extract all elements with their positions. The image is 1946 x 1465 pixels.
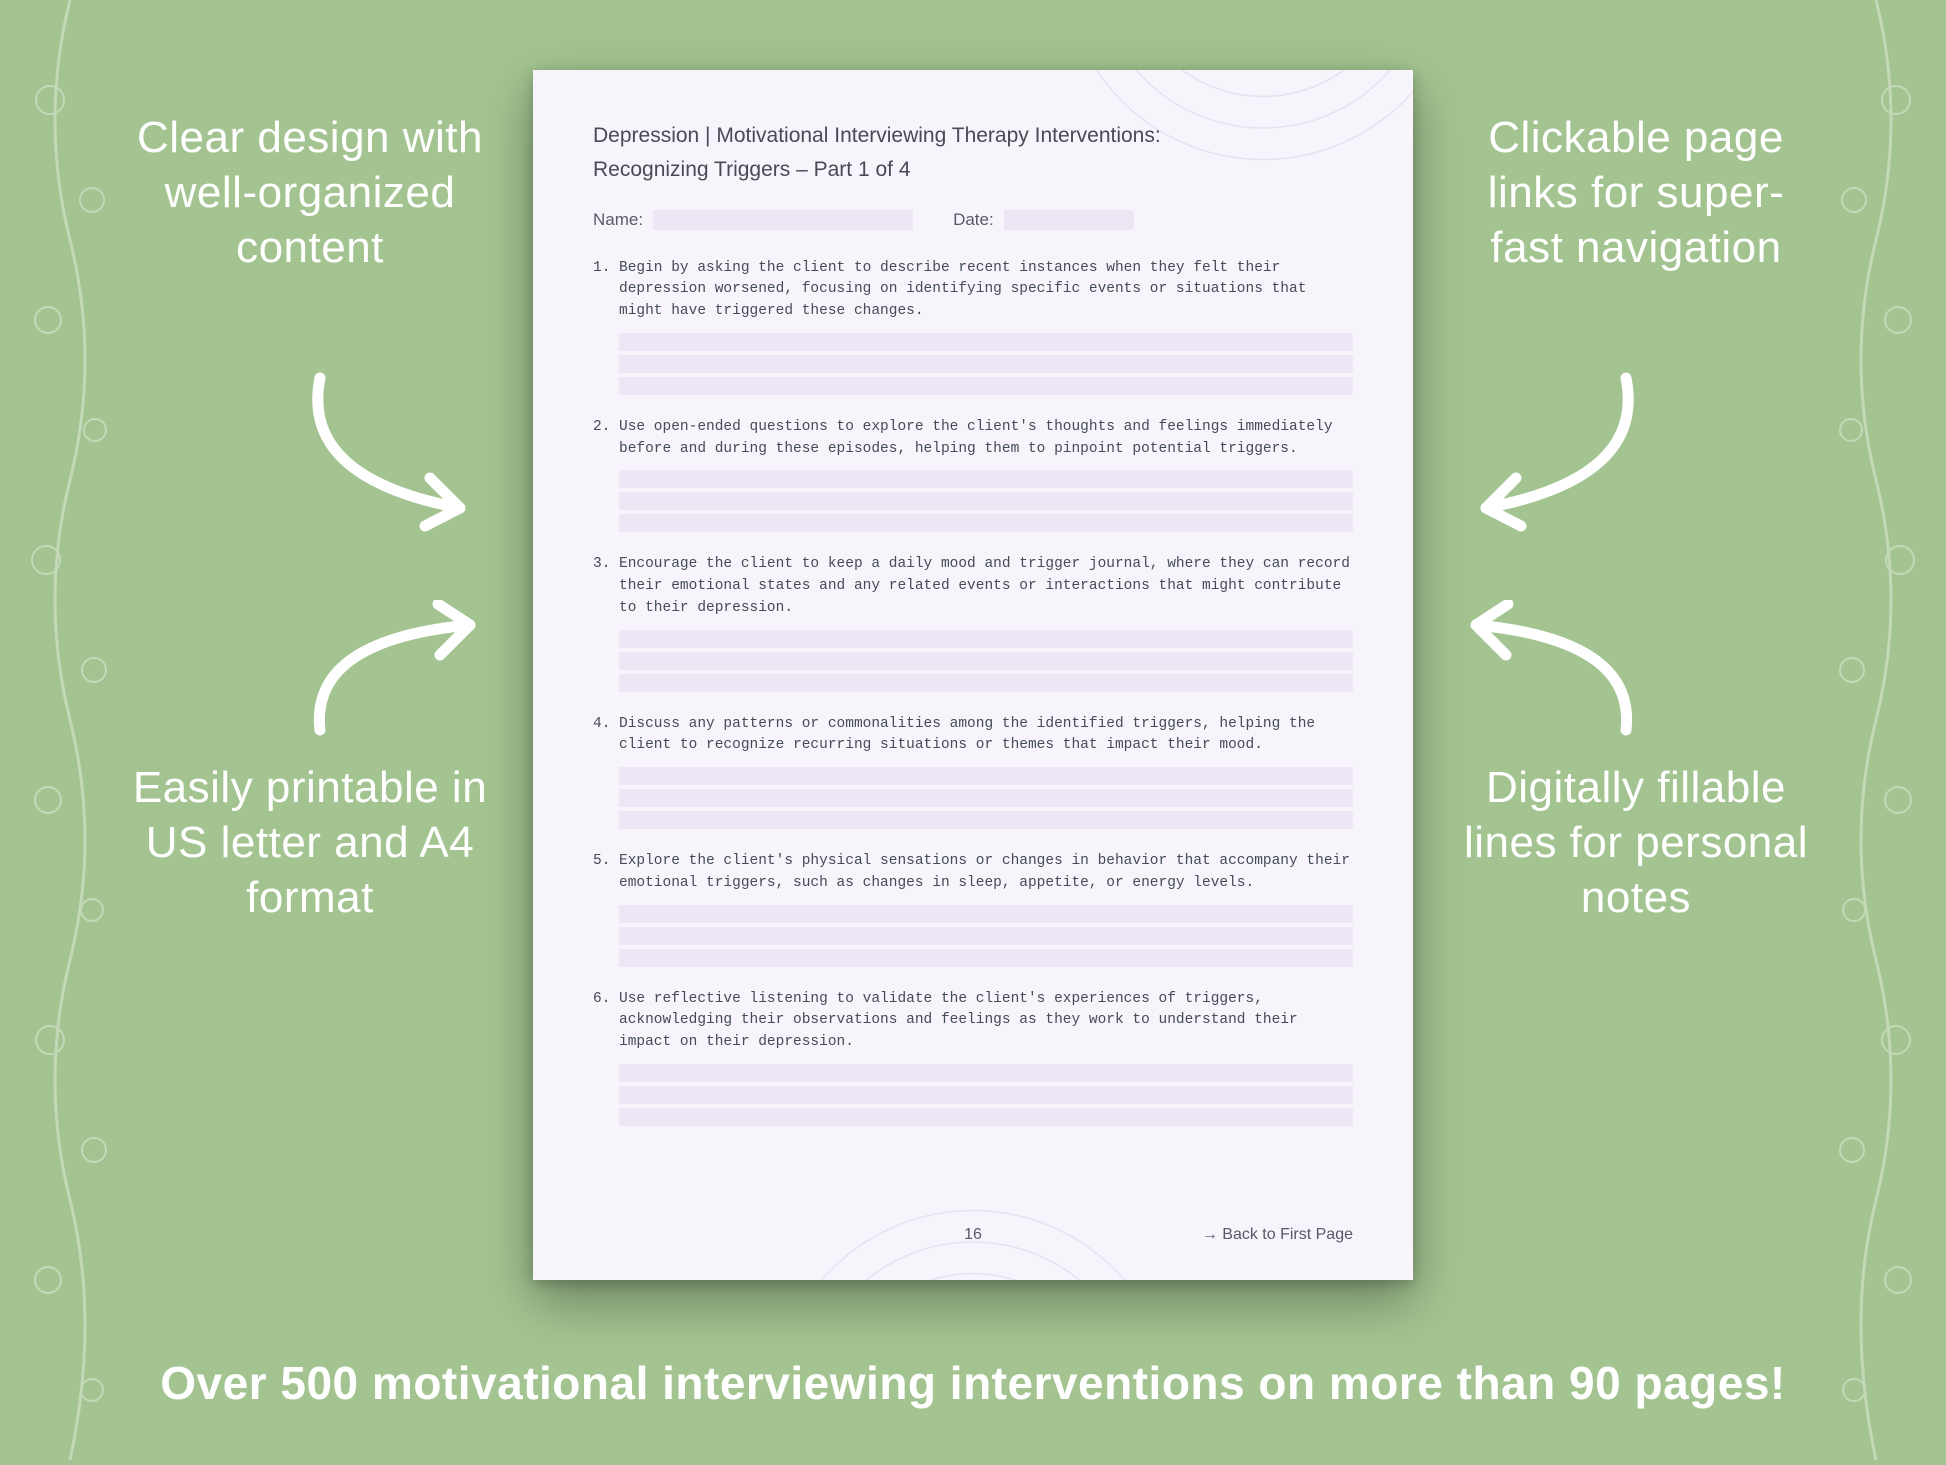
page-number: 16 (964, 1226, 982, 1244)
arrow-icon (1446, 600, 1646, 750)
document-title: Depression | Motivational Interviewing T… (593, 120, 1353, 152)
answer-lines[interactable] (619, 1064, 1353, 1126)
feature-top-left: Clear design with well-organized content (130, 110, 490, 275)
name-input-line[interactable] (653, 210, 913, 230)
name-field: Name: (593, 210, 913, 230)
question-text: Explore the client's physical sensations… (619, 853, 1350, 891)
question-text: Use open-ended questions to explore the … (619, 419, 1333, 457)
arrow-icon (280, 368, 500, 538)
question-item: Use open-ended questions to explore the … (593, 417, 1353, 533)
answer-lines[interactable] (619, 470, 1353, 532)
answer-lines[interactable] (619, 767, 1353, 829)
question-text: Use reflective listening to validate the… (619, 991, 1298, 1051)
feature-bottom-left: Easily printable in US letter and A4 for… (130, 760, 490, 925)
answer-lines[interactable] (619, 630, 1353, 692)
date-input-line[interactable] (1004, 210, 1134, 230)
arrow-icon (1446, 368, 1666, 538)
question-item: Encourage the client to keep a daily moo… (593, 554, 1353, 691)
question-item: Begin by asking the client to describe r… (593, 258, 1353, 395)
date-field: Date: (953, 210, 1134, 230)
tagline: Over 500 motivational interviewing inter… (0, 1356, 1946, 1410)
question-item: Explore the client's physical sensations… (593, 851, 1353, 967)
document-subtitle: Recognizing Triggers – Part 1 of 4 (593, 158, 1353, 182)
feature-bottom-right: Digitally fillable lines for personal no… (1456, 760, 1816, 925)
question-item: Discuss any patterns or commonalities am… (593, 714, 1353, 830)
decorative-vine-right (1806, 0, 1946, 1460)
question-text: Begin by asking the client to describe r… (619, 260, 1306, 320)
back-to-first-page-link[interactable]: → Back to First Page (1202, 1226, 1353, 1244)
feature-top-right: Clickable page links for super-fast navi… (1456, 110, 1816, 275)
answer-lines[interactable] (619, 905, 1353, 967)
date-label: Date: (953, 210, 994, 230)
question-item: Use reflective listening to validate the… (593, 989, 1353, 1126)
decorative-vine-left (0, 0, 140, 1460)
question-text: Encourage the client to keep a daily moo… (619, 556, 1350, 616)
name-label: Name: (593, 210, 643, 230)
worksheet-page: Depression | Motivational Interviewing T… (533, 70, 1413, 1280)
question-text: Discuss any patterns or commonalities am… (619, 716, 1315, 754)
answer-lines[interactable] (619, 333, 1353, 395)
question-list: Begin by asking the client to describe r… (593, 258, 1353, 1126)
arrow-icon (300, 600, 500, 750)
